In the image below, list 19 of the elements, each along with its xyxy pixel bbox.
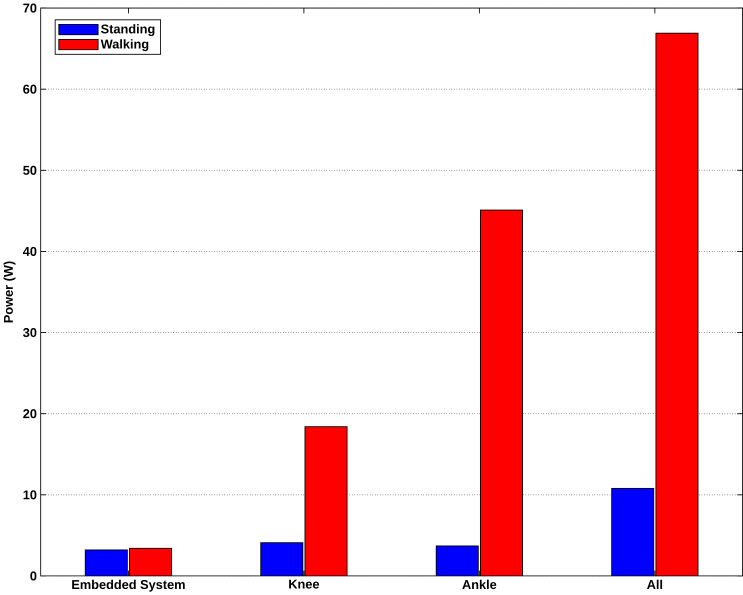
- legend-label: Standing: [101, 24, 154, 36]
- bar: [480, 210, 523, 576]
- x-tick-label: Embedded System: [72, 580, 185, 592]
- y-axis-title: Power (W): [4, 261, 16, 322]
- y-tick-label: 50: [23, 166, 36, 175]
- x-tick-label: Knee: [289, 580, 320, 589]
- bar: [655, 32, 698, 576]
- y-tick-label: 0: [30, 571, 36, 580]
- x-tick-label: Ankle: [462, 580, 496, 590]
- bar: [129, 548, 172, 576]
- y-tick-label: 30: [23, 328, 36, 338]
- y-tick-label: 10: [24, 490, 36, 500]
- bar: [304, 426, 348, 576]
- legend-label: Walking: [100, 39, 148, 52]
- y-tick-label: 60: [23, 84, 36, 94]
- y-tick-label: 70: [23, 3, 36, 13]
- y-tick-label: 40: [22, 246, 36, 256]
- y-tick-label: 20: [23, 409, 36, 418]
- x-tick-label: All: [647, 580, 662, 589]
